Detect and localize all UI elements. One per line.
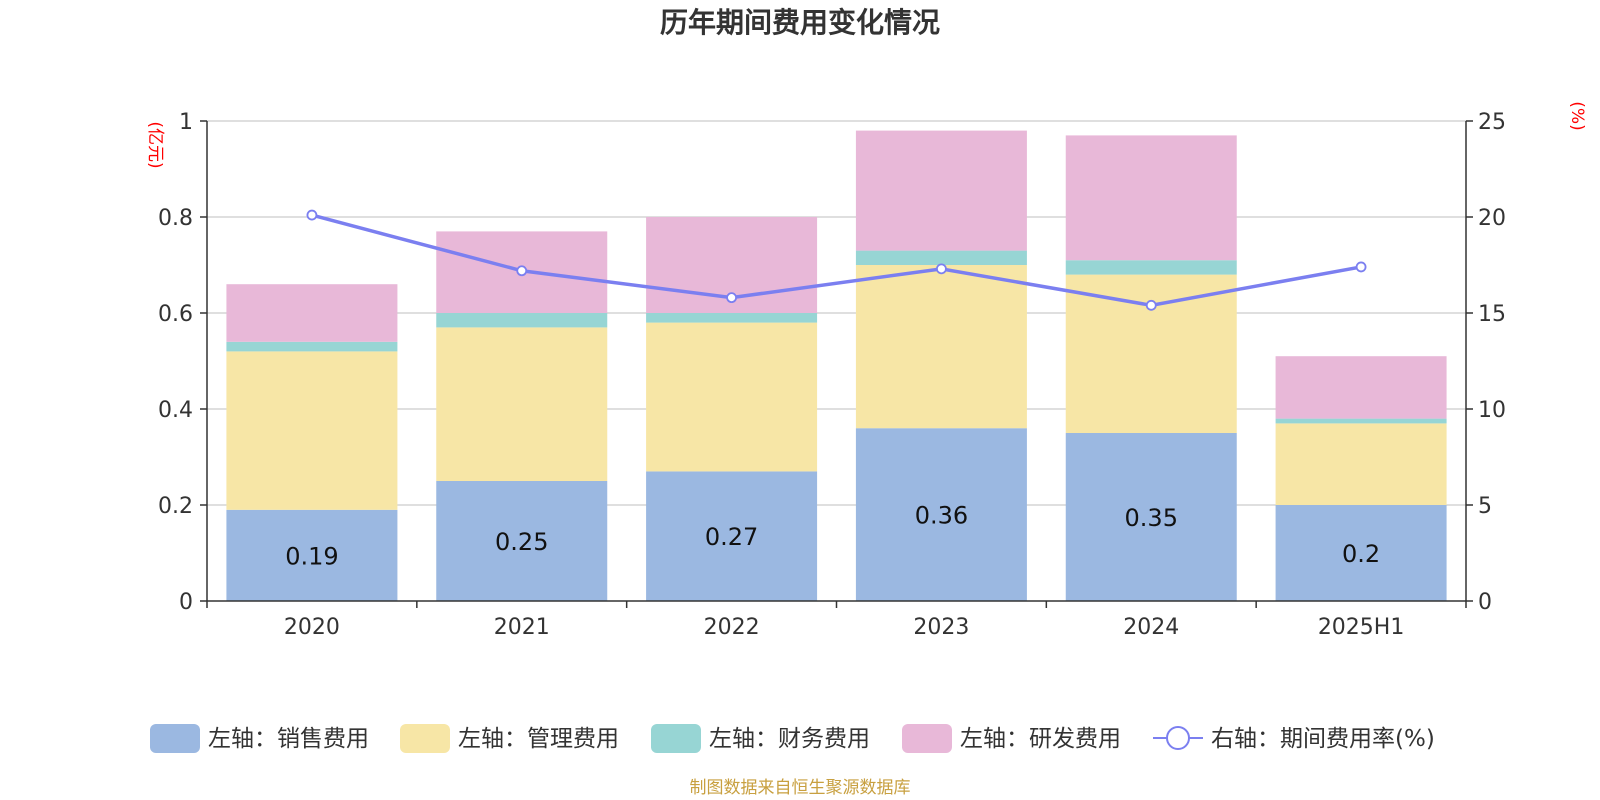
legend-marker [1166,726,1190,750]
bar-data-label: 0.27 [705,523,758,551]
right-axis-tick-label: 20 [1478,206,1506,231]
rate-point [306,209,318,221]
left-axis-tick-label: 0 [179,590,193,615]
bar-segment [226,509,398,601]
right-axis-tick-label: 10 [1478,398,1506,423]
left-axis-unit: (亿元) [145,121,165,168]
x-axis-tick-label: 2024 [1123,615,1179,640]
right-axis-tick-label: 5 [1478,494,1492,519]
bar-data-label: 0.2 [1342,540,1380,568]
rate-point [1145,299,1157,311]
bar-segment [855,265,1027,429]
rate-line [311,213,1362,308]
legend-label: 右轴：期间费用率(%) [1211,726,1435,752]
rate-point [726,292,737,304]
bar-segment [646,313,818,323]
legend-label: 左轴：销售费用 [208,726,369,752]
bar-segment [226,341,398,352]
x-axis-tick-label: 2021 [494,615,550,640]
bar-data-label: 0.36 [915,502,968,530]
left-axis-tick-label: 1 [179,110,193,135]
bar-segment [1065,260,1237,275]
bar-data-label: 0.25 [495,528,548,556]
bar-segment [436,327,608,481]
bar-data-label: 0.35 [1125,504,1178,532]
bar-segment [1275,356,1447,419]
right-axis-tick-label: 25 [1478,110,1506,135]
bar-segment [646,322,818,472]
bar-series-group [226,130,1447,601]
right-axis-tick-label: 15 [1478,302,1506,327]
bar-data-label: 0.19 [285,542,338,570]
right-axis-unit: (%) [1567,101,1587,130]
chart-title: 历年期间费用变化情况 [660,6,940,39]
legend-swatch [651,724,701,753]
legend-swatch [400,724,450,753]
x-axis-tick-label: 2022 [704,615,760,640]
x-axis-tick-label: 2023 [913,615,969,640]
rate-point [1355,261,1367,273]
bar-segment [855,130,1027,251]
line-series-group [306,209,1367,311]
bar-segment [1275,418,1447,424]
right-axis-tick-label: 0 [1478,590,1492,615]
bar-segment [1065,135,1237,261]
bar-segment [1065,274,1237,433]
source-note: 制图数据来自恒生聚源数据库 [690,778,911,798]
left-axis-tick-label: 0.8 [158,206,193,231]
bar-segment [646,471,818,601]
left-axis-tick-label: 0.4 [158,398,193,423]
legend-label: 左轴：管理费用 [458,726,619,752]
bar-segment [1275,423,1447,505]
legend-label: 左轴：财务费用 [709,726,870,752]
bar-segment [1065,433,1237,601]
bar-segment [1275,505,1447,601]
x-axis-tick-label: 2020 [284,615,340,640]
bar-segment [436,313,608,328]
rate-point [516,265,528,277]
legend-swatch [150,724,200,753]
x-axis-tick-label: 2025H1 [1318,615,1405,640]
bar-segment [855,428,1027,601]
bar-segment [855,250,1027,265]
legend-swatch [902,724,952,753]
legend-label: 左轴：研发费用 [960,726,1121,752]
grid-lines [207,120,1466,506]
legend: 左轴：销售费用 左轴：管理费用 左轴：财务费用 左轴：研发费用 右轴：期间费用率(%) [150,724,1435,753]
bar-segment [226,351,398,510]
bar-segment [226,284,398,342]
rate-point [936,263,947,275]
left-axis-tick-label: 0.2 [158,494,193,519]
data-labels-group: 0.19 0.25 0.27 0.36 0.35 0.2 [285,502,1380,571]
left-axis-tick-label: 0.6 [158,302,193,327]
bar-segment [436,481,608,601]
